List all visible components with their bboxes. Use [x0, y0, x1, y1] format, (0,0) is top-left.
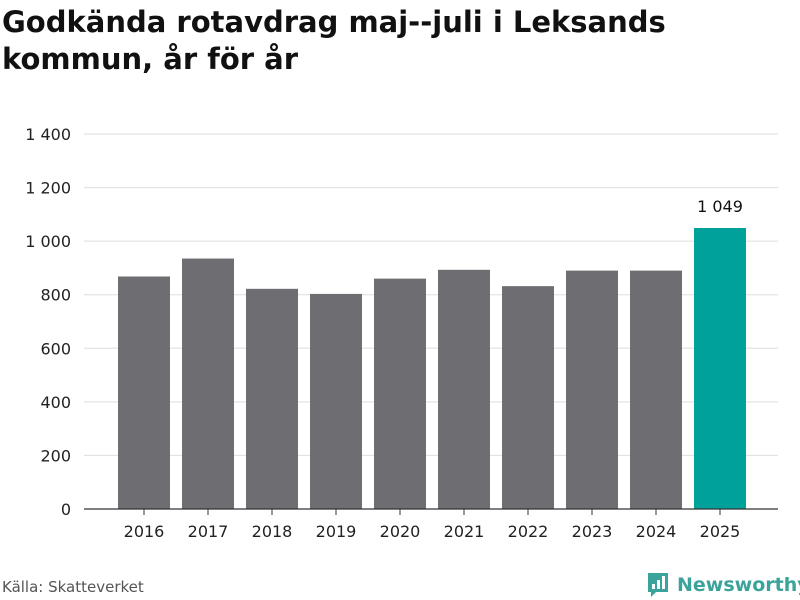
bar-2019	[310, 293, 362, 509]
x-tick-label: 2025	[700, 522, 741, 541]
y-tick-label: 1 400	[25, 125, 71, 144]
source-note: Källa: Skatteverket	[2, 578, 144, 596]
y-tick-label: 600	[40, 339, 71, 358]
x-tick-label: 2019	[316, 522, 357, 541]
bar-2022	[502, 286, 554, 509]
newsworthy-icon	[648, 573, 668, 597]
bar-2024	[630, 270, 682, 509]
bar-2017	[182, 258, 234, 509]
bar-2018	[246, 288, 298, 509]
bar-2016	[118, 276, 170, 509]
y-axis-ticks: 0 200 400 600 800 1 000 1 200 1 400	[25, 125, 71, 519]
x-tick-label: 2021	[444, 522, 485, 541]
bar-2020	[374, 278, 426, 509]
y-tick-label: 400	[40, 393, 71, 412]
chart-title: Godkända rotavdrag maj--juli i Leksands …	[2, 5, 666, 76]
x-tick-label: 2016	[124, 522, 165, 541]
bar-2023	[566, 270, 618, 509]
brand-name: Newsworthy	[677, 574, 800, 596]
newsworthy-logo: Newsworthy	[646, 570, 800, 600]
data-labels: 1 049	[697, 197, 743, 216]
y-tick-label: 1 200	[25, 179, 71, 198]
bar-2021	[438, 269, 490, 509]
bars	[118, 228, 746, 509]
x-tick-label: 2024	[636, 522, 677, 541]
y-tick-label: 800	[40, 286, 71, 305]
x-axis-ticks: 2016 2017 2018 2019 2020 2021 2022 2023 2024 2025	[84, 508, 778, 541]
y-tick-label: 200	[40, 446, 71, 465]
bar-2025	[694, 228, 746, 509]
y-tick-label: 0	[61, 500, 71, 519]
y-tick-label: 1 000	[25, 232, 71, 251]
data-label: 1 049	[697, 197, 743, 216]
x-tick-label: 2022	[508, 522, 549, 541]
x-tick-label: 2023	[572, 522, 613, 541]
x-tick-label: 2018	[252, 522, 293, 541]
x-tick-label: 2020	[380, 522, 421, 541]
x-tick-label: 2017	[188, 522, 229, 541]
